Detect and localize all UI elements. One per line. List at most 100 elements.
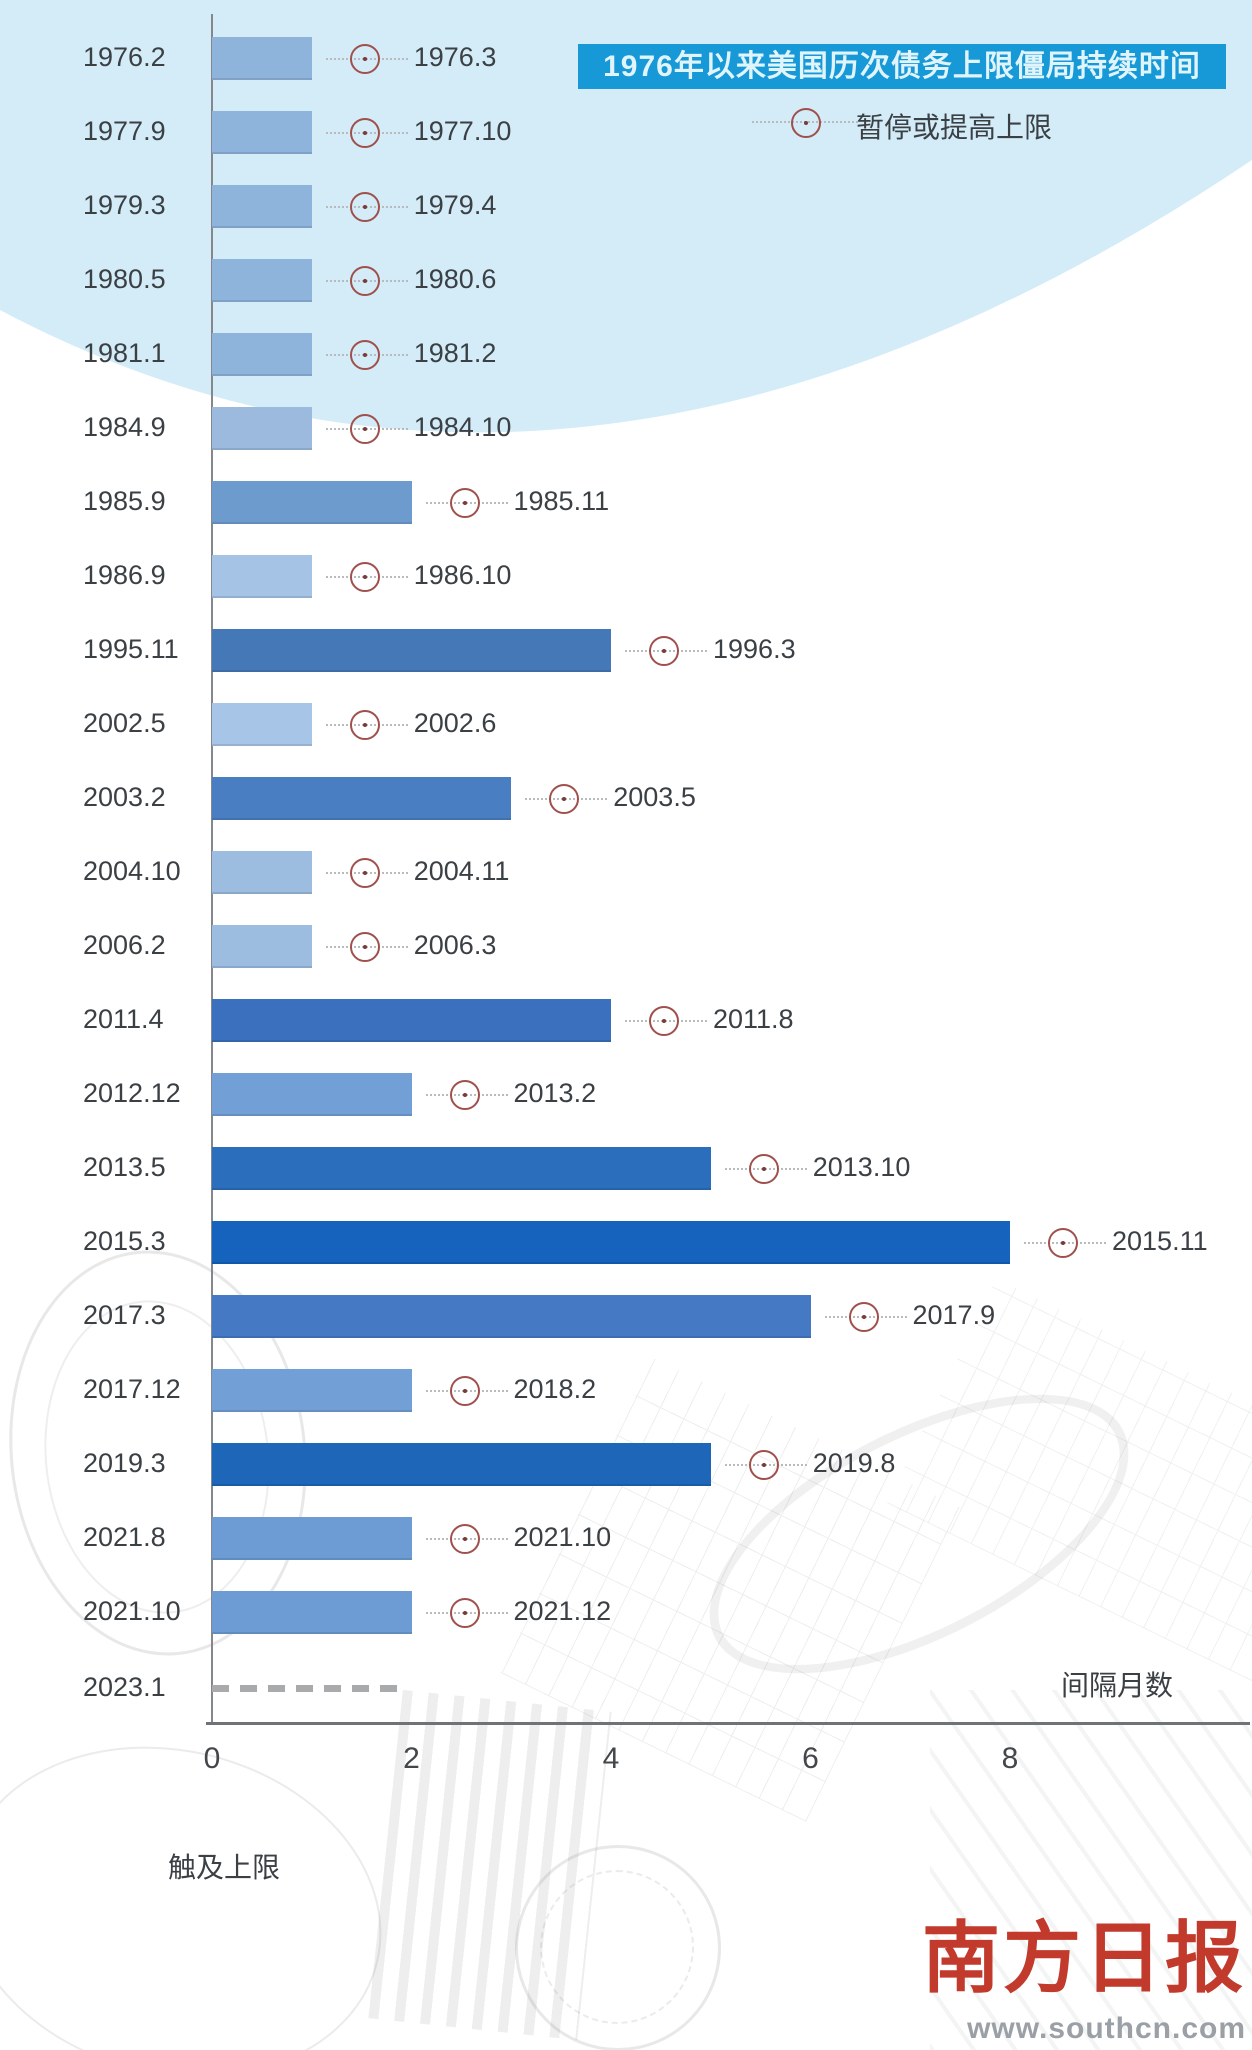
raise-marker-icon	[748, 1154, 779, 1184]
marker-center-dot	[761, 1167, 766, 1171]
row-start-label: 1980.5	[83, 264, 166, 294]
raise-marker-icon	[449, 1376, 480, 1406]
row-start-label: 2012.12	[83, 1078, 181, 1108]
raise-marker-icon	[791, 108, 821, 138]
row-end-label: 2013.2	[513, 1078, 597, 1108]
raise-marker-icon	[349, 562, 380, 592]
duration-bar	[212, 703, 312, 746]
raise-marker-icon	[549, 784, 580, 814]
duration-bar	[212, 333, 312, 376]
marker-center-dot	[861, 1315, 866, 1319]
marker-center-dot	[462, 1093, 467, 1097]
row-start-label: 1995.11	[83, 634, 179, 664]
table-grid-decoration	[500, 1358, 960, 1822]
raise-marker-icon	[349, 118, 380, 148]
raise-marker-icon	[449, 1598, 480, 1628]
row-end-label: 1985.11	[513, 486, 610, 516]
x-tick-label: 8	[1001, 1742, 1019, 1775]
marker-center-dot	[362, 945, 367, 949]
marker-center-dot	[362, 279, 367, 283]
row-end-label: 1979.4	[413, 190, 497, 220]
row-start-label: 1985.9	[83, 486, 166, 516]
row-end-label: 2019.8	[812, 1448, 896, 1478]
marker-center-dot	[804, 121, 808, 125]
raise-marker-icon	[449, 1524, 480, 1554]
row-end-label: 1980.6	[413, 264, 497, 294]
marker-center-dot	[1061, 1241, 1065, 1245]
seal-circle-decoration	[515, 1845, 721, 2050]
x-tick-label: 0	[203, 1742, 221, 1775]
row-start-label: 1976.2	[83, 42, 166, 72]
row-start-label: 2013.5	[83, 1152, 166, 1182]
marker-center-dot	[761, 1463, 766, 1467]
raise-marker-icon	[349, 710, 380, 740]
row-end-label: 2021.12	[513, 1596, 612, 1626]
row-end-label: 2021.10	[513, 1522, 612, 1552]
duration-bar	[212, 185, 312, 228]
row-end-label: 2013.10	[812, 1152, 911, 1182]
duration-bar	[212, 407, 312, 450]
marker-center-dot	[362, 131, 367, 135]
row-start-label: 1981.1	[83, 338, 166, 368]
x-axis-title: 间隔月数	[1060, 1670, 1173, 1701]
row-start-label: 1984.9	[83, 412, 166, 442]
duration-bar	[212, 1517, 412, 1560]
raise-marker-icon	[349, 340, 380, 370]
marker-center-dot	[462, 1389, 467, 1393]
marker-center-dot	[462, 1611, 467, 1615]
raise-marker-icon	[349, 932, 380, 962]
table-grid-decoration	[886, 1278, 1252, 1692]
duration-bar	[212, 1221, 1010, 1264]
duration-bar	[212, 777, 512, 820]
duration-bar	[212, 259, 312, 302]
duration-bar	[212, 1369, 412, 1412]
raise-marker-icon	[649, 1006, 679, 1036]
duration-bar	[212, 1295, 811, 1338]
marker-center-dot	[362, 723, 367, 727]
row-start-label: 1986.9	[83, 560, 166, 590]
row-start-label: 2006.2	[83, 930, 166, 960]
row-end-label: 2015.11	[1112, 1226, 1208, 1256]
y-axis-caption: 触及上限	[168, 1852, 281, 1883]
raise-marker-icon	[1048, 1228, 1078, 1258]
marker-center-dot	[462, 1537, 467, 1541]
raise-marker-icon	[848, 1302, 879, 1332]
raise-marker-icon	[449, 488, 480, 518]
x-tick-label: 2	[403, 1742, 420, 1775]
duration-bar	[212, 481, 412, 524]
duration-bar	[212, 1073, 412, 1116]
marker-center-dot	[362, 353, 367, 357]
raise-marker-icon	[649, 636, 679, 666]
legend-label: 暂停或提高上限	[856, 112, 1053, 143]
duration-bar	[212, 851, 312, 894]
x-tick-label: 4	[602, 1742, 620, 1775]
duration-bar	[212, 1443, 711, 1486]
duration-bar	[212, 111, 312, 154]
raise-marker-icon	[349, 414, 380, 444]
row-end-label: 2006.3	[413, 930, 497, 960]
row-start-label: 1979.3	[83, 190, 166, 220]
duration-bar	[212, 925, 312, 968]
raise-marker-icon	[349, 44, 380, 74]
row-start-label: 2015.3	[83, 1226, 166, 1256]
duration-bar	[212, 555, 312, 598]
duration-bar	[212, 629, 611, 672]
row-end-label: 1986.10	[413, 560, 512, 590]
duration-bar	[212, 37, 312, 80]
duration-bar	[212, 1591, 412, 1634]
duration-bar	[212, 999, 611, 1042]
row-end-label: 2017.9	[912, 1300, 996, 1330]
row-start-label: 2021.8	[83, 1522, 166, 1552]
legend: 暂停或提高上限	[750, 104, 1170, 143]
row-end-label: 2002.6	[413, 708, 497, 738]
newspaper-logo: 南方日报	[921, 1913, 1246, 2004]
website-url: www.southcn.com	[967, 2012, 1246, 2045]
raise-marker-icon	[748, 1450, 779, 1480]
marker-center-dot	[362, 871, 367, 875]
row-start-label: 2023.1	[83, 1672, 166, 1702]
raise-marker-icon	[349, 192, 380, 222]
marker-center-dot	[662, 1019, 666, 1023]
row-start-label: 2011.4	[83, 1004, 164, 1034]
row-end-label: 1981.2	[413, 338, 497, 368]
row-end-label: 2004.11	[413, 856, 510, 886]
